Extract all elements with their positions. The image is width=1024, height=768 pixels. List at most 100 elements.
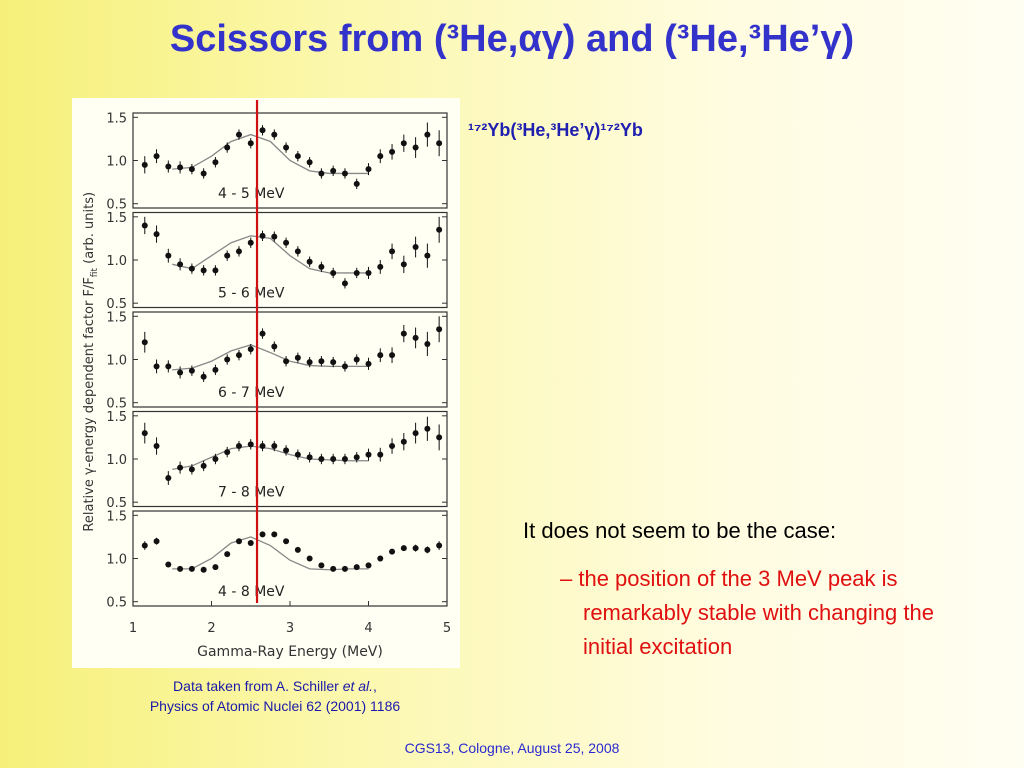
data-point xyxy=(436,226,443,233)
data-point xyxy=(259,443,266,450)
data-point xyxy=(247,441,254,448)
data-point xyxy=(365,269,372,276)
data-point xyxy=(188,166,195,173)
data-point xyxy=(330,565,337,572)
data-point xyxy=(330,269,337,276)
data-point xyxy=(259,232,266,239)
data-point xyxy=(224,252,231,259)
y-axis-label-part: (arb. units) xyxy=(82,192,97,268)
data-point xyxy=(377,153,384,160)
y-tick-label: 1.5 xyxy=(106,211,127,226)
data-point xyxy=(294,248,301,255)
data-point xyxy=(341,280,348,287)
panel-frame xyxy=(132,510,448,607)
data-point xyxy=(377,352,384,359)
data-point xyxy=(247,140,254,147)
data-point xyxy=(224,551,231,558)
citation-text: Data taken from A. Schiller xyxy=(173,678,343,694)
data-point xyxy=(177,164,184,171)
y-tick-label: 0.5 xyxy=(106,297,127,312)
data-point xyxy=(283,538,290,545)
y-tick-label: 1.5 xyxy=(106,509,127,524)
data-point xyxy=(235,131,242,138)
data-point xyxy=(141,222,148,229)
panel-label: 5 - 6 MeV xyxy=(218,286,285,302)
data-point xyxy=(188,367,195,374)
data-point xyxy=(259,330,266,337)
data-point xyxy=(224,449,231,456)
data-point xyxy=(306,258,313,265)
data-point xyxy=(389,443,396,450)
data-point xyxy=(271,233,278,240)
data-point xyxy=(177,565,184,572)
bullet: It does not seem to be the case: xyxy=(523,518,837,543)
y-axis-label: Relative γ-energy dependent factor F/Ffi… xyxy=(82,192,100,532)
data-point xyxy=(224,356,231,363)
data-point xyxy=(424,546,431,553)
y-tick-label: 1.0 xyxy=(106,553,127,568)
data-point xyxy=(353,180,360,187)
data-point xyxy=(212,159,219,166)
data-point xyxy=(412,334,419,341)
data-point xyxy=(247,539,254,546)
data-point xyxy=(330,456,337,462)
data-point xyxy=(424,252,431,259)
data-point xyxy=(318,358,325,365)
data-point xyxy=(365,360,372,367)
y-axis-label-part: Relative γ-energy dependent factor F/F xyxy=(82,277,97,531)
data-point xyxy=(400,140,407,147)
citation-italic: et al. xyxy=(342,678,374,694)
data-point xyxy=(294,451,301,458)
data-point xyxy=(377,263,384,270)
figure: 0.5 1.0 1.5 4 - 5 MeV Relative γ-energy depe… xyxy=(72,98,460,668)
x-tick-label: 5 xyxy=(443,621,451,636)
data-point xyxy=(153,153,160,160)
data-point xyxy=(141,161,148,168)
data-point xyxy=(353,356,360,363)
data-point xyxy=(235,443,242,450)
data-point xyxy=(318,456,325,462)
data-point xyxy=(365,451,372,458)
reaction-label: ¹⁷²Yb(³He,³He’γ)¹⁷²Yb xyxy=(468,120,643,140)
data-point xyxy=(224,144,231,151)
data-point xyxy=(153,363,160,370)
data-point xyxy=(165,252,172,259)
panel-label: 4 - 8 MeV xyxy=(218,584,285,600)
data-point xyxy=(141,339,148,346)
data-point xyxy=(271,131,278,138)
y-axis-label-sub: fit xyxy=(90,268,100,278)
data-point xyxy=(271,531,278,538)
data-point xyxy=(412,144,419,151)
x-axis-label: Gamma-Ray Energy (MeV) xyxy=(197,644,383,660)
data-point xyxy=(283,144,290,151)
panel-label: 6 - 7 MeV xyxy=(218,385,285,401)
data-point xyxy=(235,248,242,255)
data-point xyxy=(177,464,184,471)
data-point xyxy=(259,531,266,538)
data-point xyxy=(294,354,301,361)
data-point xyxy=(341,456,348,462)
data-point xyxy=(330,167,337,174)
sub-bullet: – the position of the 3 MeV peak is rema… xyxy=(560,566,934,659)
data-point xyxy=(424,425,431,432)
data-point xyxy=(400,330,407,337)
data-point xyxy=(212,456,219,462)
citation-text: , xyxy=(373,678,377,694)
data-point xyxy=(306,555,313,562)
data-point xyxy=(436,434,443,441)
data-point xyxy=(165,163,172,170)
data-point xyxy=(412,545,419,552)
y-tick-label: 1.0 xyxy=(106,254,127,269)
data-point xyxy=(235,352,242,359)
data-point xyxy=(365,562,372,569)
x-tick-label: 4 xyxy=(364,621,372,636)
data-point xyxy=(212,267,219,274)
data-point xyxy=(353,269,360,276)
data-point xyxy=(389,148,396,155)
data-point xyxy=(141,430,148,437)
data-point xyxy=(365,166,372,173)
x-tick-label: 2 xyxy=(207,621,215,636)
slide-title: Scissors from (³He,αγ) and (³He,³He’γ) xyxy=(169,18,855,60)
data-point xyxy=(153,443,160,450)
